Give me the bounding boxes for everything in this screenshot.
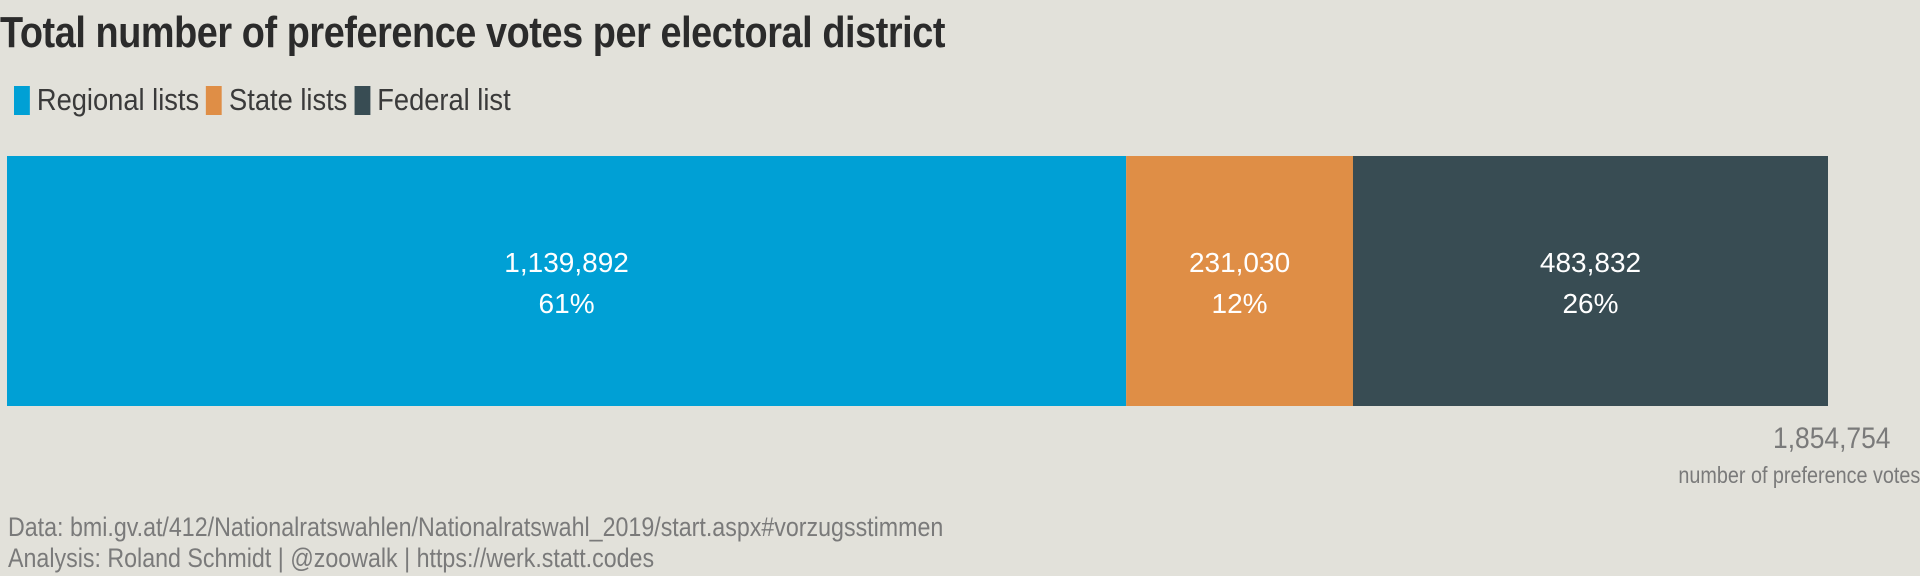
- bar-segment-state: [1126, 156, 1353, 406]
- data-label-percent-federal: 26%: [1562, 288, 1618, 319]
- legend-item-state: State lists: [206, 82, 347, 118]
- data-label-percent-state: 12%: [1212, 288, 1268, 319]
- data-label-value-state: 231,030: [1189, 247, 1290, 278]
- data-label-value-federal: 483,832: [1540, 247, 1641, 278]
- legend-item-regional: Regional lists: [14, 82, 199, 118]
- chart-title: Total number of preference votes per ele…: [0, 8, 946, 57]
- legend-swatch-regional: [14, 85, 30, 115]
- legend-item-federal: Federal list: [354, 82, 511, 118]
- total-value: 1,854,754: [1772, 422, 1890, 455]
- legend-label-federal: Federal list: [377, 82, 511, 117]
- bar-segment-regional: [7, 156, 1127, 406]
- source-note: Data: bmi.gv.at/412/Nationalratswahlen/N…: [8, 512, 943, 574]
- total-caption: number of preference votes: [1678, 462, 1920, 488]
- legend-label-regional: Regional lists: [36, 82, 200, 117]
- legend: Regional lists State lists Federal list: [14, 82, 518, 118]
- bar-segment-federal: [1352, 156, 1828, 406]
- legend-label-state: State lists: [229, 82, 348, 117]
- legend-swatch-federal: [354, 85, 371, 115]
- legend-swatch-state: [206, 85, 223, 115]
- source-analysis-line: Analysis: Roland Schmidt | @zoowalk | ht…: [8, 543, 655, 573]
- data-label-value-regional: 1,139,892: [504, 247, 629, 278]
- source-data-line: Data: bmi.gv.at/412/Nationalratswahlen/N…: [8, 512, 944, 542]
- data-label-percent-regional: 61%: [539, 288, 595, 319]
